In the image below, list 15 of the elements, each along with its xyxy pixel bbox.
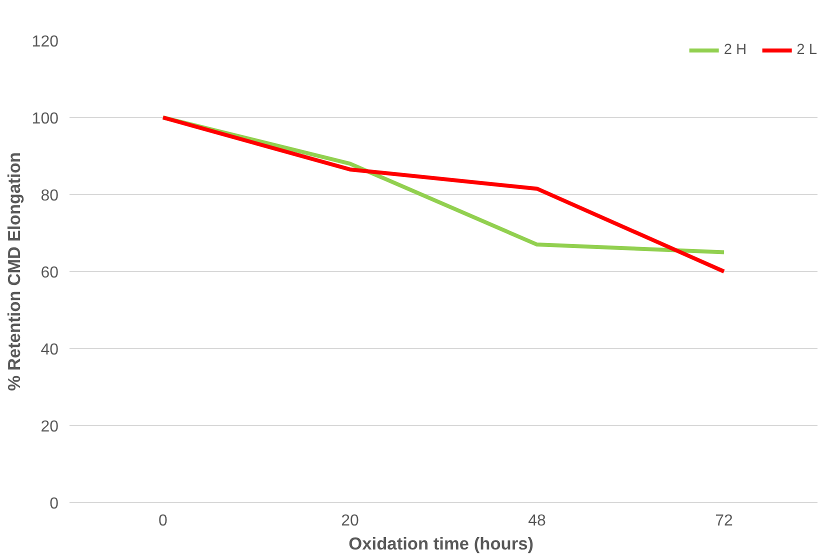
x-axis-title: Oxidation time (hours) — [348, 534, 534, 554]
x-tick-label: 0 — [158, 512, 168, 530]
y-axis-title: % Retention CMD Elongation — [4, 152, 24, 391]
y-tick-label: 20 — [40, 418, 59, 436]
y-tick-label: 120 — [32, 34, 59, 50]
y-tick-label: 0 — [50, 496, 59, 512]
y-tick-label: 80 — [40, 188, 59, 204]
y-tick-label: 60 — [40, 264, 59, 282]
y-tick-label: 100 — [32, 110, 59, 128]
x-tick-label: 20 — [341, 512, 359, 530]
legend-label: 2 L — [796, 42, 817, 58]
legend-label: 2 H — [724, 42, 747, 58]
x-tick-label: 72 — [715, 512, 733, 530]
y-tick-label: 40 — [40, 342, 59, 358]
x-tick-label: 48 — [528, 512, 546, 530]
